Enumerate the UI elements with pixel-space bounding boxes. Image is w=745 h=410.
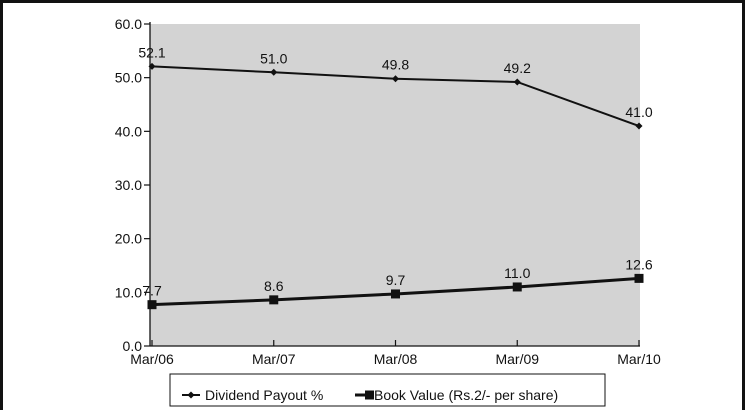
legend-diamond-marker bbox=[187, 391, 195, 399]
data-label: 8.6 bbox=[264, 278, 284, 294]
x-tick-label: Mar/06 bbox=[130, 351, 174, 367]
data-point-book-value bbox=[391, 289, 400, 299]
y-tick-label: 10.0 bbox=[115, 284, 142, 300]
data-label: 9.7 bbox=[386, 272, 406, 288]
x-tick-label: Mar/09 bbox=[495, 351, 539, 367]
data-label: 52.1 bbox=[138, 44, 165, 60]
y-tick-label: 50.0 bbox=[115, 70, 142, 86]
y-tick-label: 20.0 bbox=[115, 231, 142, 247]
data-label: 49.8 bbox=[382, 57, 409, 73]
series-layer: 52.1 51.0 49.8 49.2 41.0 7.7 8.6 9.7 11.0 12.6 bbox=[138, 44, 653, 310]
legend: Dividend Payout % Book Value (Rs.2/- per … bbox=[169, 373, 606, 407]
x-tick-label: Mar/08 bbox=[374, 351, 418, 367]
x-tick-label: Mar/07 bbox=[252, 351, 296, 367]
data-point-book-value bbox=[147, 300, 157, 310]
data-point-dividend-payout bbox=[513, 78, 521, 86]
data-point-book-value bbox=[269, 295, 279, 305]
legend-box bbox=[169, 373, 606, 407]
data-point-dividend-payout bbox=[148, 62, 156, 70]
y-tick-label: 0.0 bbox=[123, 338, 143, 354]
data-point-book-value bbox=[634, 273, 644, 283]
legend-square-marker bbox=[365, 390, 374, 400]
data-label: 7.7 bbox=[142, 283, 162, 299]
data-label: 51.0 bbox=[260, 50, 287, 66]
data-label: 11.0 bbox=[504, 265, 530, 281]
data-point-dividend-payout bbox=[635, 122, 643, 130]
data-point-dividend-payout bbox=[270, 68, 278, 76]
x-tick-label: Mar/10 bbox=[617, 351, 661, 367]
y-tick-label: 30.0 bbox=[115, 177, 142, 193]
data-point-book-value bbox=[512, 282, 522, 292]
legend-label: Dividend Payout % bbox=[205, 387, 323, 403]
legend-label: Book Value (Rs.2/- per share) bbox=[374, 387, 558, 403]
data-label: 41.0 bbox=[625, 104, 652, 120]
data-label: 12.6 bbox=[625, 256, 652, 272]
axes: 0.0 10.0 20.0 30.0 40.0 50.0 60.0 Mar/06 Mar/07 M… bbox=[115, 16, 661, 367]
y-tick-label: 60.0 bbox=[115, 16, 142, 32]
data-point-dividend-payout bbox=[392, 75, 399, 83]
y-tick-label: 40.0 bbox=[115, 123, 142, 139]
data-label: 49.2 bbox=[504, 60, 531, 76]
